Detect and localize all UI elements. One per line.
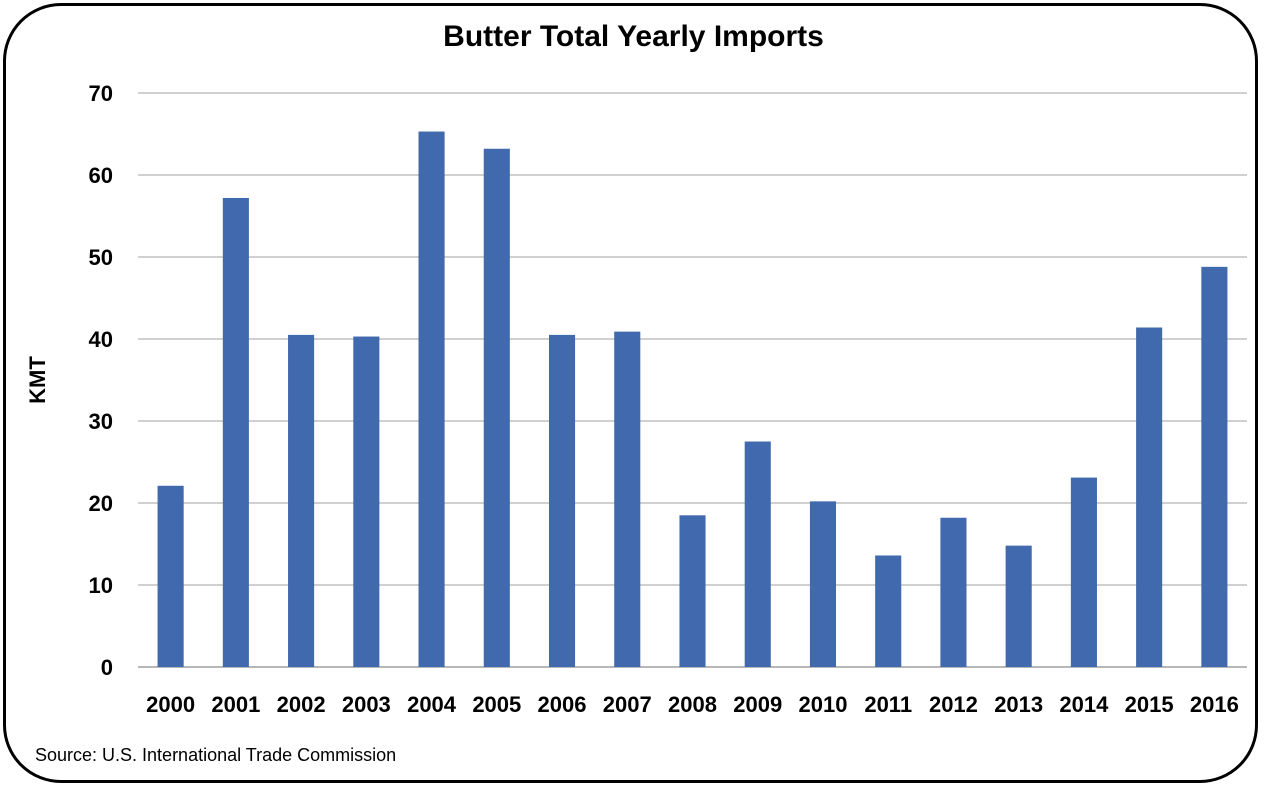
bar-2006: [548, 334, 576, 667]
x-tick-label: 2005: [472, 692, 521, 717]
y-tick-label: 10: [89, 573, 113, 598]
bar-2002: [288, 334, 315, 667]
x-tick-label: 2000: [146, 692, 195, 717]
y-tick-label: 60: [89, 163, 113, 188]
y-tick-label: 30: [89, 409, 113, 434]
bar-2008: [679, 515, 706, 667]
bar-2011: [875, 555, 902, 667]
y-tick-label: 50: [89, 245, 113, 270]
bars: [157, 131, 1228, 668]
gridlines: [138, 92, 1247, 668]
x-tick-label: 2011: [864, 692, 912, 717]
x-tick-label: 2003: [342, 692, 391, 717]
x-tick-label: 2010: [798, 692, 847, 717]
bar-2010: [809, 501, 837, 667]
y-tick-label: 40: [89, 327, 113, 352]
x-tick-label: 2007: [603, 692, 652, 717]
x-tick-label: 2012: [929, 692, 978, 717]
x-tick-label: 2014: [1059, 692, 1109, 717]
bar-2014: [1070, 477, 1097, 667]
x-tick-label: 2008: [668, 692, 717, 717]
bar-2001: [222, 197, 249, 667]
bar-2015: [1136, 327, 1163, 667]
x-tick-label: 2001: [211, 692, 260, 717]
x-tick-label: 2004: [407, 692, 457, 717]
bar-2004: [418, 131, 445, 668]
bar-2012: [940, 517, 967, 667]
chart-title: Butter Total Yearly Imports: [443, 20, 824, 53]
y-tick-label: 0: [101, 655, 113, 680]
y-axis-tick-labels: 0 10 20 30 40 50 60 70: [89, 81, 113, 680]
source-note: Source: U.S. International Trade Commiss…: [35, 745, 397, 765]
x-tick-label: 2002: [277, 692, 326, 717]
y-tick-label: 70: [89, 81, 113, 106]
x-tick-label: 2015: [1125, 692, 1174, 717]
bar-2016: [1201, 266, 1228, 667]
bar-2000: [157, 485, 184, 667]
y-axis-title: KMT: [25, 356, 50, 404]
bar-2003: [353, 336, 380, 667]
x-tick-label: 2013: [994, 692, 1043, 717]
bar-2005: [483, 148, 510, 667]
x-tick-label: 2006: [538, 692, 587, 717]
y-tick-label: 20: [89, 491, 113, 516]
x-tick-label: 2009: [733, 692, 782, 717]
x-tick-label: 2016: [1190, 692, 1239, 717]
bar-2007: [614, 331, 641, 667]
x-axis-tick-labels: 2000 2001 2002 2003 2004 2005 2006 2007 2008 2009…: [146, 692, 1239, 717]
bar-2013: [1005, 545, 1032, 667]
bar-2009: [744, 441, 771, 667]
